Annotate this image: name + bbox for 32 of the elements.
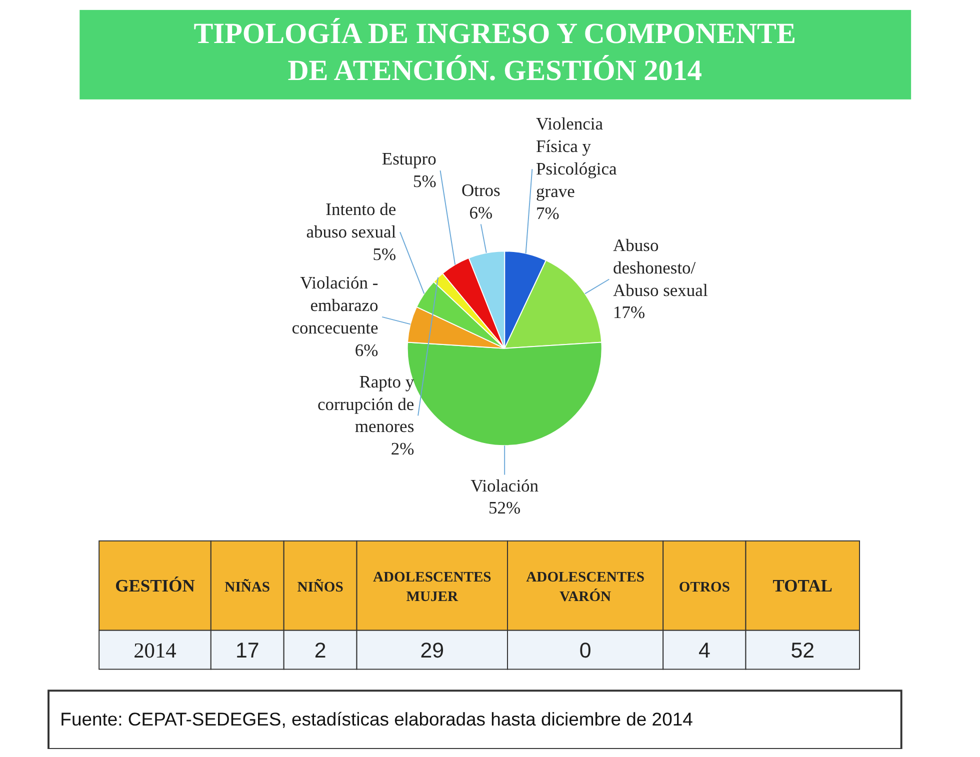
data-label: 2 [314, 638, 326, 663]
slice-label: Violación [470, 475, 539, 496]
category-label: NIÑOS [297, 578, 344, 596]
category-label: TOTAL [772, 575, 832, 596]
legend-title: GESTIÓN [115, 575, 196, 596]
category-label: ADOLESCENTES MUJER [372, 570, 492, 606]
category-label: NIÑAS [224, 578, 270, 596]
data-label: 7% [536, 203, 560, 224]
series-label: 2014 [134, 638, 177, 663]
slice-label: Rapto y corrupción de menores [317, 371, 414, 436]
data-label: 29 [420, 638, 444, 663]
data-label: 0 [579, 638, 592, 663]
chart-title: TIPOLOGÍA DE INGRESO Y COMPONENTE DE ATENCIÓN. GESTIÓN 2014 [194, 17, 796, 87]
slice-label: Intento de abuso sexual [306, 199, 396, 242]
slice-label: Estupro [382, 148, 437, 169]
slice-label: Violencia Física y Psicológica grave [536, 114, 617, 201]
data-label: 6% [469, 202, 493, 222]
data-label: 17% [613, 302, 646, 322]
data-label: 4 [698, 638, 710, 663]
data-label: 52 [790, 638, 815, 663]
data-label: 52% [488, 498, 521, 518]
category-label: OTROS [678, 579, 730, 596]
data-label: 2% [390, 438, 414, 459]
data-label: 5% [372, 244, 396, 264]
source-note: Fuente: CEPAT-SEDEGES, estadísticas elaboradas hasta diciembre de 2014 [60, 708, 693, 730]
slice-label: Violación - embarazo concecuente [292, 272, 378, 338]
slice-label: Otros [461, 180, 501, 200]
category-label: ADOLESCENTES VARÓN [526, 570, 644, 606]
data-label: 5% [413, 171, 436, 192]
data-label: 6% [354, 340, 378, 360]
slice-label: Abuso deshonesto/ Abuso sexual [613, 235, 708, 300]
data-label: 17 [235, 638, 260, 663]
